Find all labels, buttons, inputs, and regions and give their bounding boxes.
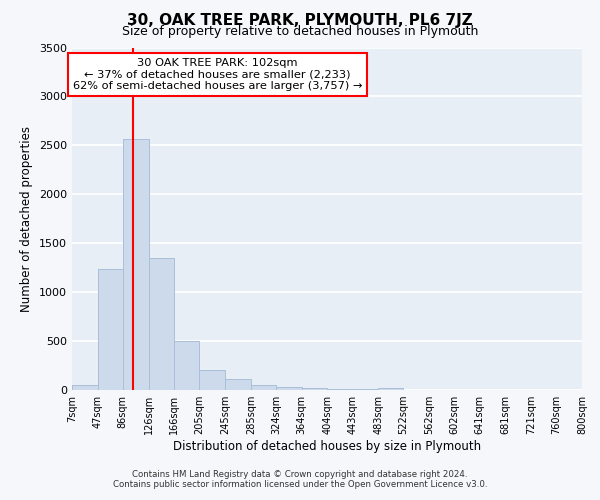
Bar bbox=[302, 388, 328, 390]
Bar bbox=[149, 258, 174, 390]
Bar bbox=[199, 370, 225, 390]
Bar bbox=[225, 378, 251, 390]
X-axis label: Distribution of detached houses by size in Plymouth: Distribution of detached houses by size … bbox=[173, 440, 481, 453]
Bar bbox=[174, 341, 199, 390]
Bar bbox=[123, 138, 149, 390]
Text: Size of property relative to detached houses in Plymouth: Size of property relative to detached ho… bbox=[122, 25, 478, 38]
Text: Contains HM Land Registry data © Crown copyright and database right 2024.
Contai: Contains HM Land Registry data © Crown c… bbox=[113, 470, 487, 489]
Text: 30, OAK TREE PARK, PLYMOUTH, PL6 7JZ: 30, OAK TREE PARK, PLYMOUTH, PL6 7JZ bbox=[127, 12, 473, 28]
Bar bbox=[251, 384, 276, 390]
Bar bbox=[276, 387, 302, 390]
Bar bbox=[378, 388, 403, 390]
Bar bbox=[328, 388, 352, 390]
Y-axis label: Number of detached properties: Number of detached properties bbox=[20, 126, 34, 312]
Bar bbox=[72, 384, 98, 390]
Bar bbox=[352, 389, 378, 390]
Bar bbox=[98, 268, 123, 390]
Text: 30 OAK TREE PARK: 102sqm
← 37% of detached houses are smaller (2,233)
62% of sem: 30 OAK TREE PARK: 102sqm ← 37% of detach… bbox=[73, 58, 362, 91]
